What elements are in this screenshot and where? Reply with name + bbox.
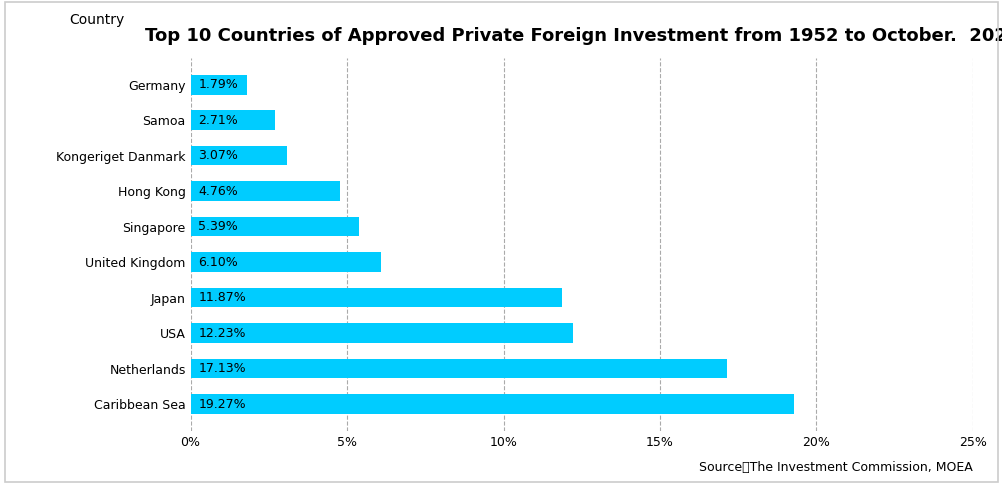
Bar bbox=[190, 146, 287, 166]
Text: 19.27%: 19.27% bbox=[198, 397, 245, 410]
Bar bbox=[190, 252, 381, 272]
Bar bbox=[190, 394, 793, 414]
Bar bbox=[190, 182, 340, 201]
Text: 4.76%: 4.76% bbox=[198, 185, 237, 197]
Bar bbox=[190, 359, 725, 378]
Text: Source：The Investment Commission, MOEA: Source：The Investment Commission, MOEA bbox=[698, 461, 972, 474]
Text: 17.13%: 17.13% bbox=[198, 362, 245, 375]
Text: 6.10%: 6.10% bbox=[198, 256, 237, 269]
Text: 12.23%: 12.23% bbox=[198, 327, 245, 340]
Text: 2.71%: 2.71% bbox=[198, 114, 237, 127]
Text: 1.79%: 1.79% bbox=[198, 78, 237, 91]
Text: 3.07%: 3.07% bbox=[198, 149, 238, 162]
Text: 11.87%: 11.87% bbox=[198, 291, 245, 304]
Bar bbox=[190, 75, 246, 94]
Bar bbox=[190, 288, 561, 307]
Text: Country: Country bbox=[69, 14, 124, 28]
Bar bbox=[190, 110, 276, 130]
Bar bbox=[190, 323, 573, 343]
Bar bbox=[190, 217, 359, 237]
Text: 5.39%: 5.39% bbox=[198, 220, 237, 233]
Title: Top 10 Countries of Approved Private Foreign Investment from 1952 to October.  2: Top 10 Countries of Approved Private For… bbox=[144, 28, 1002, 45]
